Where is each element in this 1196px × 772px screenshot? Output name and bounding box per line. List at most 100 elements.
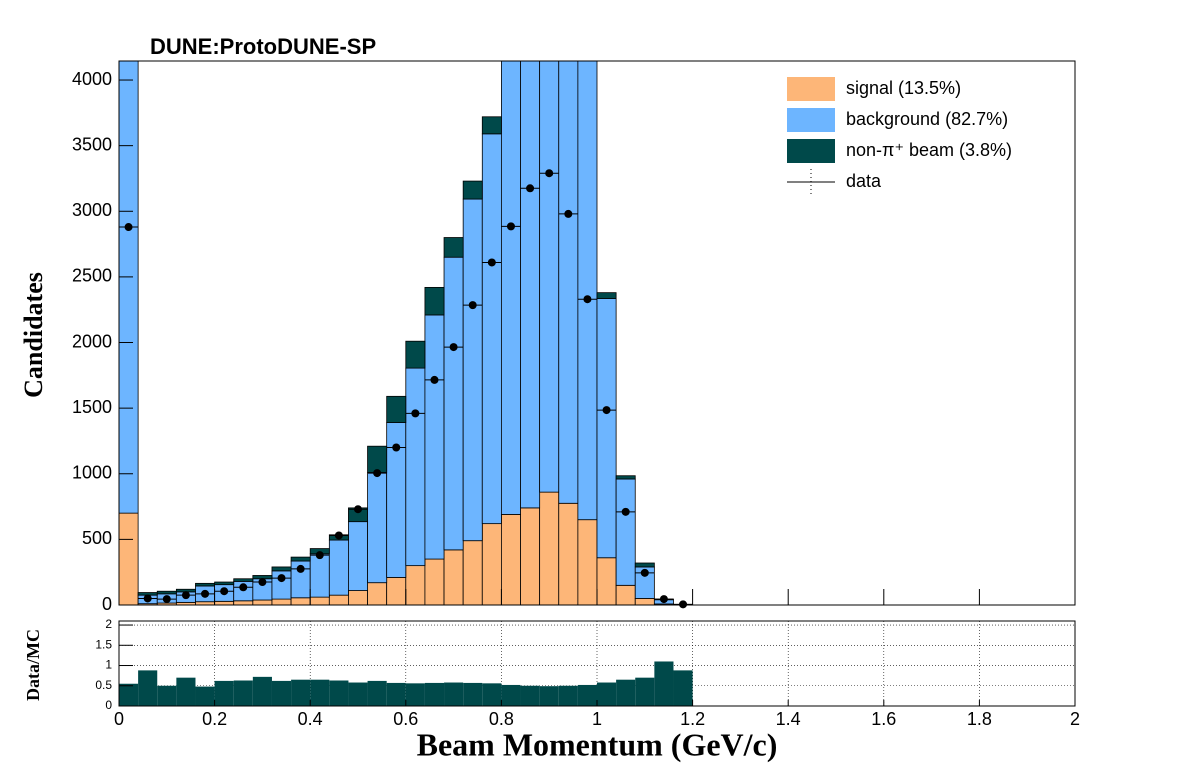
data-point — [354, 505, 362, 514]
histogram-bar — [443, 237, 464, 258]
y-tick-label: 2 — [105, 617, 112, 631]
histogram-bar — [443, 549, 464, 605]
ratio-bar — [539, 686, 559, 706]
histogram-bar — [424, 286, 445, 316]
histogram-bar — [634, 562, 655, 568]
histogram-bar — [367, 445, 388, 473]
histogram-bar — [328, 594, 349, 605]
histogram-bar — [615, 475, 636, 480]
histogram-bar — [443, 256, 464, 551]
histogram-bar — [290, 597, 311, 605]
ratio-bar — [157, 685, 177, 706]
legend-label: non-π⁺ beam (3.8%) — [846, 140, 1012, 160]
data-point — [124, 223, 133, 232]
histogram-bar — [156, 590, 177, 595]
histogram-bar — [615, 478, 636, 586]
ratio-bar — [635, 677, 655, 706]
data-point — [315, 551, 324, 560]
histogram-bar — [233, 600, 254, 605]
histogram-bar — [386, 577, 407, 605]
histogram-bar — [119, 61, 139, 514]
x-tick-label: 1.2 — [680, 709, 705, 729]
x-tick-label: 0.6 — [393, 709, 418, 729]
ratio-bar — [329, 680, 349, 706]
y-tick-label: 1 — [105, 658, 112, 672]
histogram-bar — [119, 512, 139, 605]
histogram-bar — [214, 600, 235, 605]
data-point — [296, 564, 305, 573]
histogram-bar — [578, 1, 597, 25]
histogram-bar — [309, 596, 330, 605]
data-point — [201, 589, 210, 598]
data-point — [373, 469, 382, 478]
histogram-bar — [520, 61, 541, 509]
histogram-bar — [615, 584, 636, 605]
histogram-bar — [348, 590, 368, 605]
histogram-bar — [424, 314, 445, 560]
y-tick-label: 500 — [82, 528, 112, 548]
x-tick-label: 0 — [114, 709, 124, 729]
histogram-bar — [271, 566, 292, 572]
y-tick-label: 3500 — [72, 134, 112, 154]
histogram-bar — [214, 581, 235, 586]
ratio-bar — [558, 685, 578, 706]
histogram-bar — [596, 298, 617, 559]
y-tick-label: 0 — [102, 594, 112, 614]
x-tick-label: 0.2 — [202, 709, 227, 729]
legend-label: background (82.7%) — [846, 109, 1008, 129]
histogram-bar — [596, 292, 617, 299]
histogram-bar — [309, 553, 330, 598]
histogram-bar — [252, 599, 273, 605]
histogram-bar — [558, 502, 579, 605]
data-point — [162, 595, 171, 604]
ratio-bar — [405, 683, 425, 706]
ratio-bar — [291, 679, 311, 706]
ratio-bar — [386, 682, 406, 706]
data-point — [659, 595, 668, 604]
ratio-bar — [195, 686, 215, 706]
data-point — [239, 583, 248, 592]
y-tick-label: 1500 — [72, 397, 112, 417]
ratio-bar — [367, 680, 387, 706]
ratio-bar — [176, 677, 196, 706]
y-axis-label: Candidates — [19, 272, 48, 398]
histogram-bar — [367, 582, 388, 605]
histogram-bar — [348, 521, 368, 591]
y-tick-label: 4000 — [72, 69, 112, 89]
ratio-bar — [654, 661, 674, 706]
histogram-bar — [577, 61, 598, 521]
histogram-bar — [462, 540, 483, 605]
ratio-bar — [501, 684, 521, 706]
data-point — [277, 574, 286, 583]
ratio-bar — [348, 682, 368, 706]
ratio-bar — [214, 680, 234, 706]
data-point — [430, 375, 439, 384]
y-tick-label: 2500 — [72, 266, 112, 286]
y-tick-label: 1.5 — [95, 637, 112, 651]
data-point — [334, 531, 343, 540]
y-tick-label: 1000 — [72, 463, 112, 483]
chart-title: DUNE:ProtoDUNE-SP — [150, 34, 376, 59]
data-point — [487, 258, 496, 267]
ratio-bar — [119, 683, 139, 706]
data-point — [220, 587, 229, 596]
histogram-bar — [539, 61, 560, 493]
legend-label: signal (13.5%) — [846, 78, 961, 98]
histogram-bar — [596, 557, 617, 605]
histogram-bar — [481, 523, 502, 605]
data-point — [640, 568, 649, 577]
data-point — [564, 209, 573, 218]
histogram-bar — [462, 198, 483, 542]
legend-swatch — [787, 108, 835, 132]
y-tick-label: 0.5 — [95, 678, 112, 692]
ratio-bar — [577, 684, 597, 706]
data-point — [679, 600, 688, 609]
ratio-bar — [482, 683, 502, 706]
data-point — [621, 507, 630, 516]
histogram-bar — [271, 598, 292, 605]
histogram-bar — [481, 133, 502, 525]
ratio-bar — [463, 682, 483, 706]
ratio-bar — [597, 682, 617, 706]
data-point — [468, 301, 477, 310]
